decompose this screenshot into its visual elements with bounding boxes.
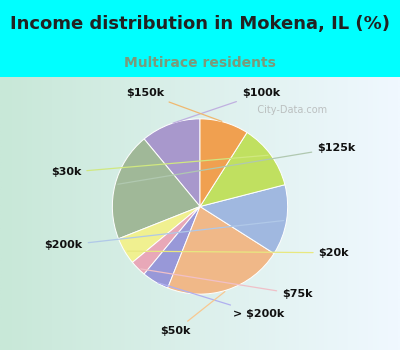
Text: $50k: $50k <box>160 292 225 336</box>
Text: $30k: $30k <box>51 155 268 177</box>
Text: $200k: $200k <box>44 220 284 251</box>
Wedge shape <box>200 133 285 206</box>
Text: City-Data.com: City-Data.com <box>248 105 328 115</box>
Wedge shape <box>112 139 200 239</box>
Text: $100k: $100k <box>173 88 280 123</box>
Wedge shape <box>200 185 288 253</box>
Text: Income distribution in Mokena, IL (%): Income distribution in Mokena, IL (%) <box>10 15 390 33</box>
Wedge shape <box>200 119 247 206</box>
Wedge shape <box>118 206 200 262</box>
Wedge shape <box>144 119 200 206</box>
Text: $150k: $150k <box>126 88 222 121</box>
Text: $20k: $20k <box>127 248 349 258</box>
Wedge shape <box>132 206 200 274</box>
Wedge shape <box>168 206 274 294</box>
Text: Multirace residents: Multirace residents <box>124 56 276 70</box>
Wedge shape <box>144 206 200 288</box>
Text: $75k: $75k <box>141 269 313 299</box>
Text: $125k: $125k <box>118 143 356 184</box>
Text: > $200k: > $200k <box>158 283 284 318</box>
